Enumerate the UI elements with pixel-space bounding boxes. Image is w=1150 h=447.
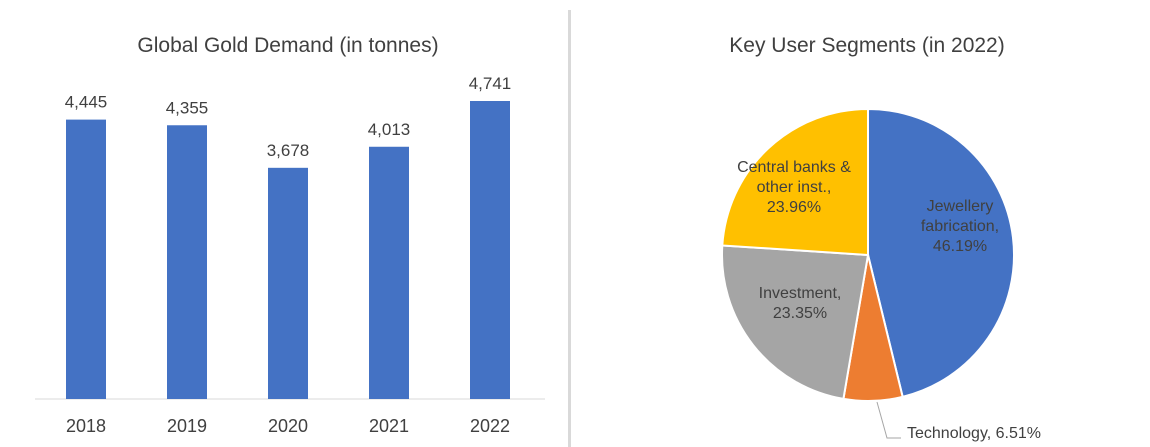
x-tick-label: 2019	[167, 416, 207, 436]
slice-label: Central banks & other inst., 23.96%	[737, 159, 851, 216]
data-label: 4,741	[469, 74, 512, 93]
x-tick-label: 2022	[470, 416, 510, 436]
bar	[369, 146, 409, 399]
leader-line	[876, 401, 901, 439]
panel-divider	[568, 10, 571, 447]
pie-slice	[720, 244, 870, 401]
data-label: 3,678	[267, 141, 310, 160]
data-label: 4,355	[166, 98, 209, 117]
bar-chart-title: Global Gold Demand (in tonnes)	[137, 34, 438, 57]
bar-chart: Global Gold Demand (in tonnes) 4,445 2018…	[35, 34, 545, 436]
pie-chart-title: Key User Segments (in 2022)	[729, 34, 1004, 57]
slice-label: Investment, 23.35%	[759, 285, 842, 322]
slice-label: Jewellery fabrication, 46.19%	[921, 198, 999, 255]
pie-chart: Key User Segments (in 2022) Jewellery fab…	[720, 34, 1041, 442]
x-tick-label: 2021	[369, 416, 409, 436]
bar	[66, 119, 106, 400]
bar	[167, 125, 207, 399]
data-label: 4,445	[65, 93, 108, 112]
data-label: 4,013	[368, 120, 411, 139]
slice-label: Technology, 6.51%	[907, 425, 1041, 442]
pie-slice	[867, 107, 1015, 399]
x-tick-label: 2020	[268, 416, 308, 436]
bar	[268, 167, 308, 399]
pie-slice	[721, 107, 869, 257]
x-tick-label: 2018	[66, 416, 106, 436]
bar	[470, 101, 510, 399]
